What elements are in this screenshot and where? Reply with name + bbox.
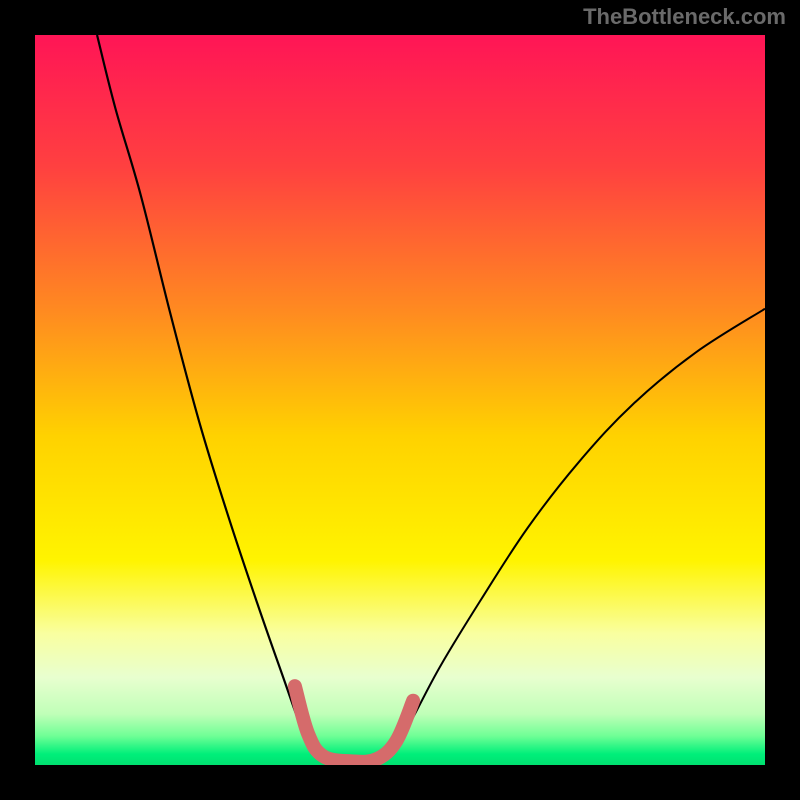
bottleneck-chart (0, 0, 800, 800)
chart-container: { "watermark": { "text": "TheBottleneck.… (0, 0, 800, 800)
plot-background-gradient (35, 35, 765, 765)
watermark-text: TheBottleneck.com (583, 4, 786, 30)
